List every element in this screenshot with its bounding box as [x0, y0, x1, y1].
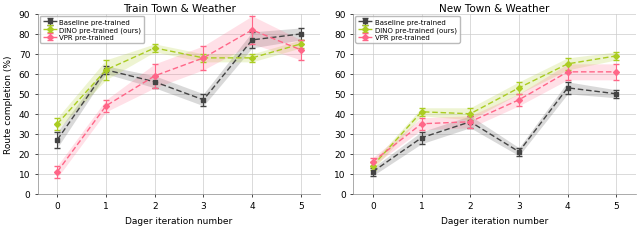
X-axis label: Dager iteration number: Dager iteration number: [441, 216, 548, 225]
Title: Train Town & Weather: Train Town & Weather: [123, 4, 236, 14]
Title: New Town & Weather: New Town & Weather: [440, 4, 550, 14]
Legend: Baseline pre-trained, DINO pre-trained (ours), VPR pre-trained: Baseline pre-trained, DINO pre-trained (…: [40, 17, 144, 44]
Y-axis label: Route completion (%): Route completion (%): [4, 55, 13, 153]
Legend: Baseline pre-trained, DINO pre-trained (ours), VPR pre-trained: Baseline pre-trained, DINO pre-trained (…: [355, 17, 460, 44]
X-axis label: Dager iteration number: Dager iteration number: [125, 216, 233, 225]
